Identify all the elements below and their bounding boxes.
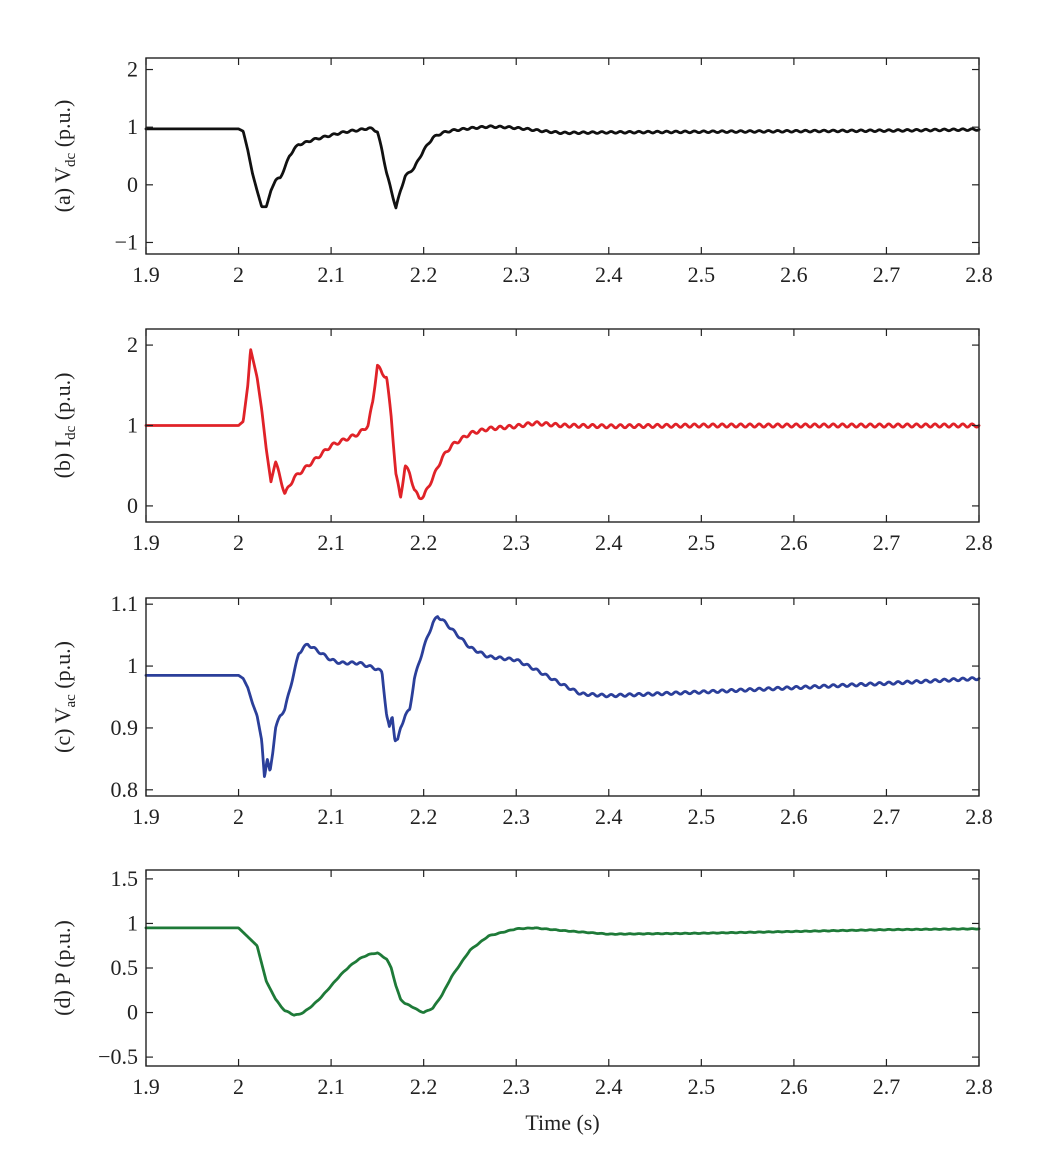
x-tick-label: 2.4 [595,262,623,287]
y-tick-label: 1.5 [111,866,139,891]
x-tick-label: 2.4 [595,530,623,555]
x-tick-label: 2.5 [688,804,716,829]
plot-frame [145,869,980,1067]
x-tick-label: 2.1 [317,262,345,287]
x-tick-label: 2 [233,530,244,555]
x-tick-label: 2.8 [965,804,993,829]
y-axis-label-main: (b) I [50,440,75,478]
y-tick-label: 0 [127,1000,138,1025]
panel-2: 1.9 2 2.1 2.2 2.3 2.4 2.5 2.6 2.7 2.8 0 1 2 (b) Idc (… [50,328,993,555]
y-tick-label: −0.5 [98,1044,138,1069]
y-tick-label: 0 [127,493,138,518]
series-line-1-1 [144,124,981,210]
y-axis-label-subscript: ac [63,694,79,708]
x-tick-label: 2.4 [595,1074,623,1099]
plot-frame [145,597,980,797]
x-tick-label: 2.2 [410,530,438,555]
x-tick-label: 1.9 [132,1074,160,1099]
x-tick-label: 2.2 [410,262,438,287]
panel-3: 1.9 2 2.1 2.2 2.3 2.4 2.5 2.6 2.7 2.8 0.8 0.9 1 1.1 (c… [50,591,993,829]
y-axis-label-suffix: (p.u.) [50,100,75,153]
x-tick-label: 2.3 [502,262,530,287]
panel-1: 1.9 2 2.1 2.2 2.3 2.4 2.5 2.6 2.7 2.8 −1 0 1 2 (a) Vdc… [50,57,993,287]
x-tick-label: 2.8 [965,1074,993,1099]
y-axis-label: (c) Vac (p.u.) [50,641,79,753]
x-tick-label: 2 [233,804,244,829]
y-axis-label-suffix: (p.u.) [50,373,75,426]
x-tick-label: 2.1 [317,1074,345,1099]
x-tick-label: 2 [233,262,244,287]
x-tick-label: 2.3 [502,804,530,829]
y-axis-label-main: (d) P (p.u.) [50,920,75,1016]
series-line-2-1 [144,348,981,501]
x-tick-label: 1.9 [132,262,160,287]
series-line-3-1 [144,615,981,778]
x-tick-label: 2.6 [780,262,808,287]
y-tick-label: 1 [127,413,138,438]
x-tick-label: 2.6 [780,1074,808,1099]
x-tick-label: 1.9 [132,530,160,555]
x-tick-label: 2.5 [688,262,716,287]
x-tick-label: 2.7 [873,1074,901,1099]
x-axis-label: Time (s) [525,1110,599,1135]
y-axis-label-main: (c) V [50,707,75,753]
y-tick-label: 1 [127,114,138,139]
y-tick-label: 1 [127,910,138,935]
x-tick-label: 2.1 [317,530,345,555]
x-tick-label: 2 [233,1074,244,1099]
y-tick-label: −1 [115,229,138,254]
y-tick-label: 2 [127,57,138,82]
x-tick-label: 2.6 [780,530,808,555]
plot-frame [145,57,980,255]
y-axis-label-suffix: (p.u.) [50,641,75,694]
x-tick-label: 2.6 [780,804,808,829]
y-tick-label: 0.8 [111,777,139,802]
series-line-4-1 [144,926,981,1017]
y-tick-label: 0.9 [111,715,139,740]
x-tick-label: 2.7 [873,804,901,829]
x-tick-label: 2.3 [502,1074,530,1099]
y-axis-label: (b) Idc (p.u.) [50,373,79,479]
y-tick-label: 2 [127,332,138,357]
x-tick-label: 2.7 [873,530,901,555]
x-tick-label: 2.7 [873,262,901,287]
y-axis-label: (a) Vdc (p.u.) [50,100,79,213]
x-tick-label: 2.2 [410,804,438,829]
y-axis-label-main: (a) V [50,167,75,213]
y-tick-label: 0 [127,172,138,197]
x-tick-label: 2.2 [410,1074,438,1099]
panel-4: 1.9 2 2.1 2.2 2.3 2.4 2.5 2.6 2.7 2.8 −0.5 0 0.5 1 1.5… [50,866,993,1135]
y-tick-label: 0.5 [111,955,139,980]
y-axis-label: (d) P (p.u.) [50,920,75,1016]
x-tick-label: 1.9 [132,804,160,829]
y-tick-label: 1.1 [111,591,139,616]
x-tick-label: 2.8 [965,530,993,555]
y-tick-label: 1 [127,653,138,678]
x-tick-label: 2.4 [595,804,623,829]
y-axis-label-subscript: dc [63,152,79,167]
x-tick-label: 2.8 [965,262,993,287]
y-axis-label-subscript: dc [63,425,79,440]
x-tick-label: 2.5 [688,1074,716,1099]
x-tick-label: 2.1 [317,804,345,829]
x-tick-label: 2.5 [688,530,716,555]
x-tick-label: 2.3 [502,530,530,555]
